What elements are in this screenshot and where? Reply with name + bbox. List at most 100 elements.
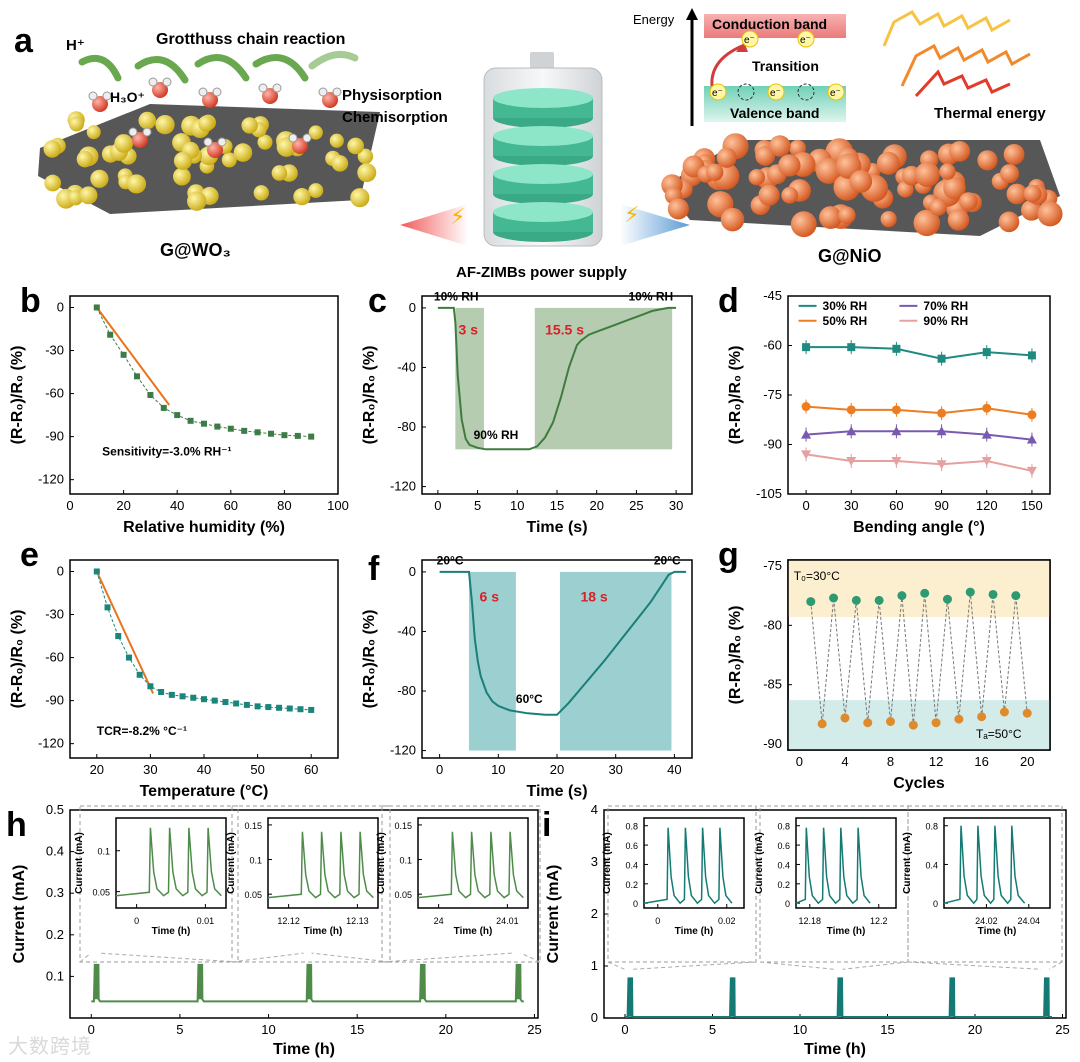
x-tick-label: 0 xyxy=(66,498,73,513)
x-tick-label: 20 xyxy=(968,1022,982,1037)
electron xyxy=(767,83,785,101)
electron xyxy=(797,30,815,48)
plot-frame xyxy=(69,809,539,1019)
h-plus-label: H⁺ xyxy=(66,37,85,54)
data-point xyxy=(179,693,186,700)
y-tick-label: 4 xyxy=(591,802,598,817)
chemisorption-label: Chemisorption xyxy=(342,109,448,126)
nio-atom xyxy=(781,186,799,204)
oxygen-atom xyxy=(132,132,148,148)
temperature-band xyxy=(788,560,1050,617)
y-tick-label: -60 xyxy=(763,338,782,353)
electron-label: e⁻ xyxy=(830,88,841,99)
zoom-connector xyxy=(98,952,239,963)
plot-frame xyxy=(115,817,227,909)
chart-i: 0 5 10 15 20 25 0 1 2 3 4 Time (h) Current (mA) xyxy=(545,802,1070,1058)
x-axis-label: Time (h) xyxy=(304,926,343,937)
label-start: 20°C xyxy=(437,553,464,567)
hydrogen-atom xyxy=(128,127,138,137)
inset-border xyxy=(79,805,239,963)
data-point xyxy=(160,404,167,411)
y-axis-label: (R-R₀)/R₀ (%) xyxy=(9,610,26,709)
nio-atom xyxy=(914,162,940,188)
y-tick-label: 0.1 xyxy=(46,968,64,983)
y-tick-label: -120 xyxy=(38,472,64,487)
x-tick-label: 40 xyxy=(197,762,211,777)
hydrogen-atom xyxy=(203,137,213,147)
panel-a: a H⁺ Grotthuss chain reaction H₃O⁺ Physi… xyxy=(14,8,1063,281)
chart-h: 0 5 10 15 20 25 0.1 0.2 0.3 0.4 0.5 Time (h) Current… xyxy=(11,802,542,1058)
y-tick-label: 0.15 xyxy=(244,821,262,831)
x-tick-label: 12 xyxy=(929,754,943,769)
panel-letter-i: i xyxy=(542,806,551,844)
inset-border xyxy=(907,805,1063,963)
electron-label: e⁻ xyxy=(744,35,755,46)
data-point xyxy=(107,331,114,338)
zoom-connector xyxy=(79,952,92,963)
chart-h-inset: 0 0.01 0.05 0.1 Time (h) Current (mA) xyxy=(74,817,227,937)
x-tick-label: 8 xyxy=(887,754,894,769)
y-axis-label: Current (mA) xyxy=(74,832,85,894)
x-tick-label: 25 xyxy=(527,1022,541,1037)
data-point xyxy=(988,589,998,599)
data-point xyxy=(920,588,930,598)
zoom-connector xyxy=(907,961,1042,970)
wo3-atom xyxy=(43,140,61,158)
x-axis-label: Time (h) xyxy=(978,926,1017,937)
y-tick-label: 0.2 xyxy=(777,880,790,890)
battery-illustration xyxy=(483,52,603,247)
y-tick-label: -120 xyxy=(38,736,64,751)
data-point xyxy=(201,696,207,703)
y-tick-label: 0 xyxy=(591,1010,598,1025)
label-response-time: 6 s xyxy=(480,589,500,605)
chart-e: 20 30 40 50 60 0 -30 -60 -90 -120 Temperature (°C)… xyxy=(9,559,339,800)
hydrogen-atom xyxy=(318,87,328,97)
inset-trace xyxy=(267,831,374,899)
chart-f: 0 10 20 30 40 0 -40 -80 -120 Time (s) (R-R₀)/R₀ (%… xyxy=(361,553,693,800)
chart-i-inset: 24.02 24.04 0 0.4 0.8 Time (h) Current (mA) xyxy=(902,817,1051,937)
wo3-atom xyxy=(241,117,258,134)
x-tick-label: 30 xyxy=(608,762,622,777)
nio-atom xyxy=(838,206,856,224)
nio-lattice-illustration xyxy=(661,133,1063,238)
y-tick-label: 0.4 xyxy=(777,860,790,870)
data-line xyxy=(96,571,312,711)
data-point xyxy=(891,457,902,466)
data-point xyxy=(222,699,229,706)
battery-cell-top xyxy=(493,88,593,108)
hydrogen-atom xyxy=(148,77,158,87)
wo3-atom xyxy=(350,188,370,208)
x-tick-label: 20 xyxy=(589,498,603,513)
y-tick-label: 0.4 xyxy=(46,844,64,859)
chart-g: 0 4 8 12 16 20 -75 -80 -85 -90 Cycles (R-R₀)/R₀ (%)… xyxy=(727,558,1051,792)
legend-label: 30% RH xyxy=(823,299,868,313)
y-tick-label: 0.05 xyxy=(244,890,262,900)
chart-h-inset: 24 24.01 0.05 0.1 0.15 Time (h) Current (mA) xyxy=(376,817,529,937)
oxygen-atom xyxy=(292,138,308,154)
shaded-region xyxy=(455,307,484,450)
y-axis-label: Current (mA) xyxy=(602,832,613,894)
series-line xyxy=(806,430,1033,441)
band-high-label: T₀=30°C xyxy=(794,569,840,583)
watermark: 大数跨境 xyxy=(8,1034,92,1058)
x-tick-label: 60 xyxy=(304,762,318,777)
cycle-line xyxy=(810,592,1028,726)
data-point xyxy=(93,304,100,311)
x-tick-label: 50 xyxy=(250,762,264,777)
data-point xyxy=(886,717,896,726)
nio-atom xyxy=(959,192,978,211)
wo3-atom xyxy=(79,186,98,205)
data-point xyxy=(134,373,140,380)
data-point xyxy=(982,348,991,357)
panel-letter-b: b xyxy=(20,282,41,320)
y-tick-label: -30 xyxy=(45,343,64,358)
x-tick-label: 12.12 xyxy=(277,916,300,926)
oxygen-atom xyxy=(92,96,108,112)
data-point xyxy=(190,694,197,701)
shaded-region xyxy=(468,571,516,751)
hydrogen-atom xyxy=(102,91,112,101)
data-point xyxy=(977,712,987,722)
x-axis-label: Time (h) xyxy=(273,1041,335,1058)
plot-frame xyxy=(267,817,379,909)
